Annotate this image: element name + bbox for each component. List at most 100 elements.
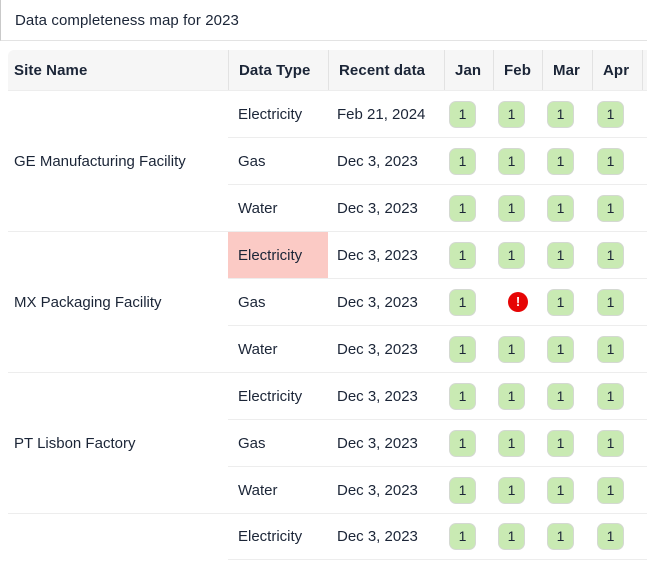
month-cell: 1 (592, 513, 642, 560)
recent-data-cell: Dec 3, 2023 (328, 466, 444, 513)
completeness-badge[interactable]: 1 (547, 241, 574, 269)
completeness-badge[interactable]: 1 (449, 523, 476, 550)
completeness-badge[interactable]: 1 (449, 288, 476, 316)
completeness-badge[interactable]: 1 (498, 523, 525, 550)
spacer-cell (642, 372, 647, 419)
completeness-badge[interactable]: 1 (449, 100, 476, 128)
page-title: Data completeness map for 2023 (0, 0, 647, 41)
month-cell: 1 (542, 184, 592, 231)
table-wrap: Site Name Data Type Recent data Jan Feb … (8, 50, 647, 560)
site-name-cell: GE Manufacturing Facility (8, 90, 228, 231)
spacer-cell (642, 278, 647, 325)
month-cell: 1 (444, 90, 493, 137)
month-cell: 1 (493, 372, 542, 419)
recent-data-cell: Dec 3, 2023 (328, 372, 444, 419)
spacer-cell (642, 466, 647, 513)
month-cell: 1 (592, 278, 642, 325)
recent-data-cell: Dec 3, 2023 (328, 419, 444, 466)
completeness-badge[interactable]: 1 (547, 523, 574, 550)
completeness-badge[interactable]: 1 (547, 288, 574, 316)
completeness-badge[interactable]: 1 (498, 100, 525, 128)
completeness-badge[interactable]: 1 (547, 100, 574, 128)
completeness-badge[interactable]: 1 (547, 476, 574, 504)
table-row: Gas Dec 3, 2023 1! 1 1 (8, 278, 647, 325)
month-cell: 1 (444, 278, 493, 325)
error-icon[interactable]: ! (508, 292, 528, 312)
data-completeness-table: Site Name Data Type Recent data Jan Feb … (8, 50, 647, 560)
completeness-badge[interactable]: 1 (597, 523, 624, 550)
spacer-cell (642, 513, 647, 560)
column-header-mar: Mar (542, 50, 592, 90)
column-header-jan: Jan (444, 50, 493, 90)
completeness-badge[interactable]: 1 (498, 335, 525, 363)
recent-data-cell: Dec 3, 2023 (328, 231, 444, 278)
table-row: Gas Dec 3, 2023 1 1 1 1 (8, 419, 647, 466)
month-cell: 1 (592, 419, 642, 466)
completeness-badge[interactable]: 1 (597, 288, 624, 316)
completeness-badge[interactable]: 1 (597, 476, 624, 504)
completeness-badge[interactable]: 1 (449, 335, 476, 363)
completeness-badge[interactable]: 1 (449, 382, 476, 410)
completeness-badge[interactable]: 1 (547, 335, 574, 363)
site-name-cell: PT Lisbon Factory (8, 372, 228, 513)
month-cell: ! (493, 278, 542, 325)
completeness-badge[interactable]: 1 (597, 429, 624, 457)
completeness-badge[interactable]: 1 (498, 429, 525, 457)
completeness-badge[interactable]: 1 (449, 476, 476, 504)
completeness-badge[interactable]: 1 (547, 382, 574, 410)
data-type-cell: Gas (228, 419, 328, 466)
completeness-badge[interactable]: 1 (449, 147, 476, 175)
completeness-badge[interactable]: 1 (449, 241, 476, 269)
table-row: Electricity Dec 3, 2023 1 1 1 1 (8, 513, 647, 560)
spacer-cell (642, 90, 647, 137)
table-row: GE Manufacturing Facility Electricity Feb … (8, 90, 647, 170)
month-cell: 1 (542, 137, 592, 184)
completeness-badge[interactable]: 1 (597, 382, 624, 410)
data-type-cell: Electricity (228, 513, 328, 560)
month-cell: 1 (493, 466, 542, 513)
completeness-badge[interactable]: 1 (498, 194, 525, 222)
month-cell: 1 (542, 278, 592, 325)
table-row: Water Dec 3, 2023 1 1 1 1 (8, 184, 647, 231)
completeness-badge[interactable]: 1 (597, 241, 624, 269)
month-cell: 1 (444, 231, 493, 278)
column-header-feb: Feb (493, 50, 542, 90)
recent-data-cell: Dec 3, 2023 (328, 184, 444, 231)
month-cell: 1 (493, 513, 542, 560)
data-type-cell: Gas (228, 137, 328, 184)
completeness-badge[interactable]: 1 (498, 476, 525, 504)
completeness-badge[interactable]: 1 (597, 194, 624, 222)
completeness-badge[interactable]: 1 (498, 241, 525, 269)
month-cell: 1 (493, 325, 542, 372)
data-type-cell: Water (228, 466, 328, 513)
month-cell: 1 (493, 231, 542, 278)
month-cell: 1 (542, 466, 592, 513)
data-type-cell: Electricity (228, 90, 328, 137)
completeness-badge[interactable]: 1 (547, 194, 574, 222)
completeness-badge[interactable]: 1 (597, 335, 624, 363)
month-cell: 1 (542, 419, 592, 466)
completeness-badge[interactable]: 1 (547, 147, 574, 175)
month-cell: 1 (592, 466, 642, 513)
month-cell: 1 (542, 513, 592, 560)
spacer-cell (642, 419, 647, 466)
month-cell: 1 (493, 90, 542, 137)
spacer-cell (642, 231, 647, 278)
column-header-site-name: Site Name (8, 50, 228, 90)
month-cell: 1 (542, 90, 592, 137)
month-cell: 1 (493, 137, 542, 184)
completeness-badge[interactable]: 1 (498, 382, 525, 410)
data-type-cell: Water (228, 325, 328, 372)
completeness-badge[interactable]: 1 (449, 429, 476, 457)
recent-data-cell: Dec 3, 2023 (328, 513, 444, 560)
completeness-badge[interactable]: 1 (597, 147, 624, 175)
completeness-badge[interactable]: 1 (449, 194, 476, 222)
month-cell: 1 (444, 325, 493, 372)
month-cell: 1 (444, 184, 493, 231)
table-row: MX Packaging Facility Electricity Dec 3, 2… (8, 231, 647, 311)
completeness-badge[interactable]: 1 (597, 100, 624, 128)
completeness-badge[interactable]: 1 (547, 429, 574, 457)
completeness-badge[interactable]: 1 (498, 147, 525, 175)
month-cell: 1 (444, 419, 493, 466)
data-type-cell: Water (228, 184, 328, 231)
